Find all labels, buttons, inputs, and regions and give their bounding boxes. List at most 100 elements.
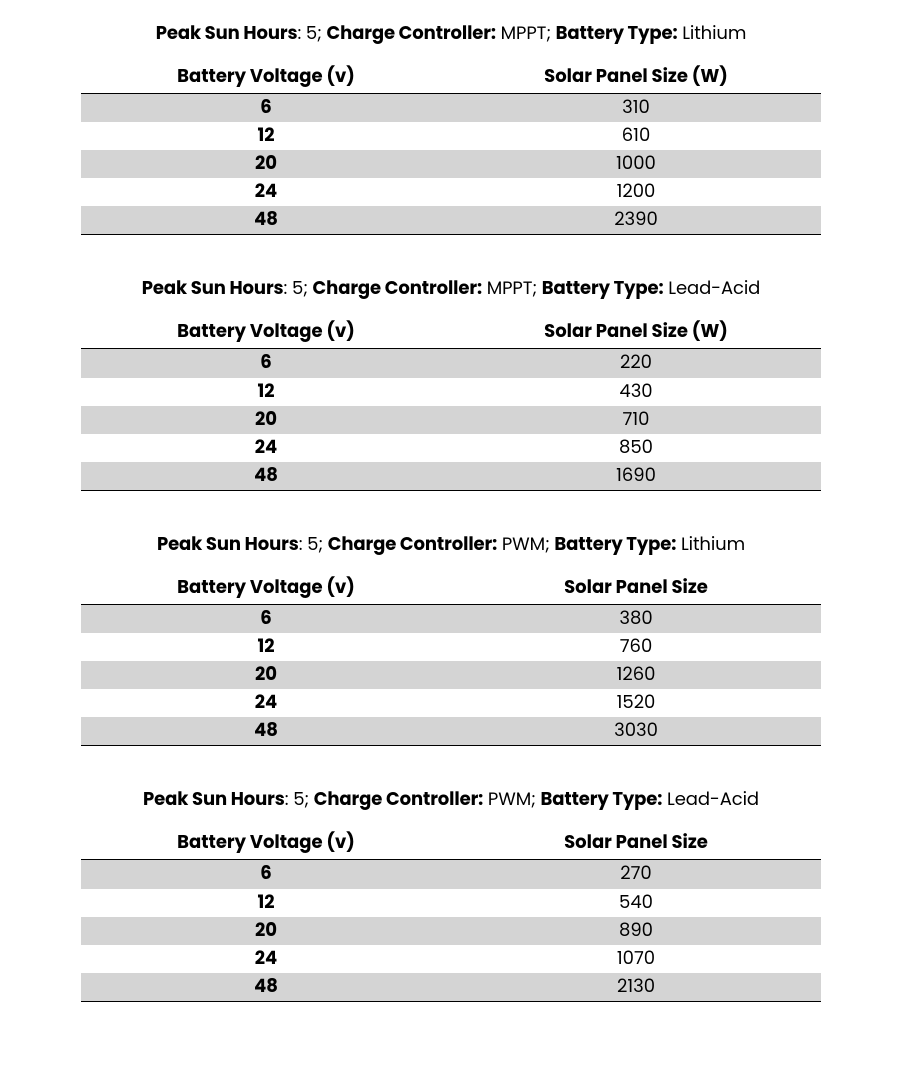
panel-size-cell: 850 [451, 434, 821, 462]
voltage-cell: 24 [81, 689, 451, 717]
panel-size-cell: 1520 [451, 689, 821, 717]
table-row: 201000 [81, 150, 821, 178]
panel-size-cell: 2130 [451, 973, 821, 1002]
panel-size-cell: 220 [451, 349, 821, 378]
peak-sun-hours-value: 5 [307, 532, 318, 557]
table-row: 241520 [81, 689, 821, 717]
battery-type-label: Battery Type: [542, 276, 664, 301]
voltage-cell: 12 [81, 889, 451, 917]
voltage-cell: 20 [81, 917, 451, 945]
charge-controller-value: PWM [488, 787, 531, 812]
battery-type-value: Lead-Acid [668, 276, 760, 301]
column-header-panel-size: Solar Panel Size [451, 827, 821, 860]
table-row: 201260 [81, 661, 821, 689]
panel-size-cell: 710 [451, 406, 821, 434]
charge-controller-value: MPPT [501, 21, 547, 46]
battery-type-label: Battery Type: [540, 787, 662, 812]
panel-size-cell: 540 [451, 889, 821, 917]
column-header-panel-size: Solar Panel Size [451, 572, 821, 605]
section-caption: Peak Sun Hours: 5; Charge Controller: PW… [81, 531, 821, 558]
table-row: 12760 [81, 633, 821, 661]
peak-sun-hours-label: Peak Sun Hours [143, 787, 285, 812]
voltage-cell: 24 [81, 434, 451, 462]
panel-size-cell: 1690 [451, 462, 821, 491]
peak-sun-hours-label: Peak Sun Hours [156, 21, 298, 46]
panel-size-cell: 760 [451, 633, 821, 661]
battery-type-label: Battery Type: [556, 21, 678, 46]
peak-sun-hours-label: Peak Sun Hours [142, 276, 284, 301]
voltage-cell: 20 [81, 406, 451, 434]
voltage-cell: 24 [81, 178, 451, 206]
solar-sizing-table: Battery Voltage (v)Solar Panel Size63801… [81, 572, 821, 746]
voltage-cell: 6 [81, 860, 451, 889]
voltage-cell: 48 [81, 973, 451, 1002]
voltage-cell: 48 [81, 462, 451, 491]
battery-type-value: Lithium [681, 532, 745, 557]
voltage-cell: 6 [81, 349, 451, 378]
table-section: Peak Sun Hours: 5; Charge Controller: PW… [81, 786, 821, 1001]
panel-size-cell: 310 [451, 94, 821, 123]
panel-size-cell: 270 [451, 860, 821, 889]
table-row: 481690 [81, 462, 821, 491]
panel-size-cell: 3030 [451, 717, 821, 746]
voltage-cell: 6 [81, 94, 451, 123]
charge-controller-label: Charge Controller: [326, 21, 495, 46]
peak-sun-hours-value: 5 [306, 21, 317, 46]
panel-size-cell: 430 [451, 378, 821, 406]
table-row: 20890 [81, 917, 821, 945]
table-row: 482390 [81, 206, 821, 235]
table-section: Peak Sun Hours: 5; Charge Controller: MP… [81, 20, 821, 235]
solar-sizing-table: Battery Voltage (v)Solar Panel Size62701… [81, 827, 821, 1001]
panel-size-cell: 380 [451, 604, 821, 633]
table-row: 483030 [81, 717, 821, 746]
section-caption: Peak Sun Hours: 5; Charge Controller: MP… [81, 275, 821, 302]
battery-type-value: Lead-Acid [667, 787, 759, 812]
panel-size-cell: 890 [451, 917, 821, 945]
table-row: 482130 [81, 973, 821, 1002]
voltage-cell: 12 [81, 633, 451, 661]
voltage-cell: 12 [81, 378, 451, 406]
voltage-cell: 48 [81, 717, 451, 746]
column-header-voltage: Battery Voltage (v) [81, 316, 451, 349]
panel-size-cell: 1000 [451, 150, 821, 178]
column-header-panel-size: Solar Panel Size (W) [451, 61, 821, 94]
table-row: 24850 [81, 434, 821, 462]
table-row: 6220 [81, 349, 821, 378]
table-row: 6270 [81, 860, 821, 889]
table-row: 12430 [81, 378, 821, 406]
table-row: 20710 [81, 406, 821, 434]
charge-controller-label: Charge Controller: [314, 787, 483, 812]
voltage-cell: 6 [81, 604, 451, 633]
panel-size-cell: 1260 [451, 661, 821, 689]
peak-sun-hours-value: 5 [293, 787, 304, 812]
voltage-cell: 12 [81, 122, 451, 150]
column-header-panel-size: Solar Panel Size (W) [451, 316, 821, 349]
battery-type-value: Lithium [682, 21, 746, 46]
table-row: 12610 [81, 122, 821, 150]
table-row: 6380 [81, 604, 821, 633]
panel-size-cell: 1070 [451, 945, 821, 973]
peak-sun-hours-label: Peak Sun Hours [157, 532, 299, 557]
charge-controller-value: MPPT [487, 276, 533, 301]
panel-size-cell: 1200 [451, 178, 821, 206]
table-section: Peak Sun Hours: 5; Charge Controller: PW… [81, 531, 821, 746]
column-header-voltage: Battery Voltage (v) [81, 572, 451, 605]
peak-sun-hours-value: 5 [292, 276, 303, 301]
charge-controller-label: Charge Controller: [313, 276, 482, 301]
table-row: 6310 [81, 94, 821, 123]
panel-size-cell: 610 [451, 122, 821, 150]
solar-sizing-table: Battery Voltage (v)Solar Panel Size (W)6… [81, 61, 821, 235]
charge-controller-label: Charge Controller: [328, 532, 497, 557]
table-section: Peak Sun Hours: 5; Charge Controller: MP… [81, 275, 821, 490]
voltage-cell: 24 [81, 945, 451, 973]
table-row: 241070 [81, 945, 821, 973]
battery-type-label: Battery Type: [554, 532, 676, 557]
voltage-cell: 20 [81, 661, 451, 689]
section-caption: Peak Sun Hours: 5; Charge Controller: MP… [81, 20, 821, 47]
voltage-cell: 20 [81, 150, 451, 178]
section-caption: Peak Sun Hours: 5; Charge Controller: PW… [81, 786, 821, 813]
solar-sizing-table: Battery Voltage (v)Solar Panel Size (W)6… [81, 316, 821, 490]
table-row: 12540 [81, 889, 821, 917]
column-header-voltage: Battery Voltage (v) [81, 61, 451, 94]
panel-size-cell: 2390 [451, 206, 821, 235]
